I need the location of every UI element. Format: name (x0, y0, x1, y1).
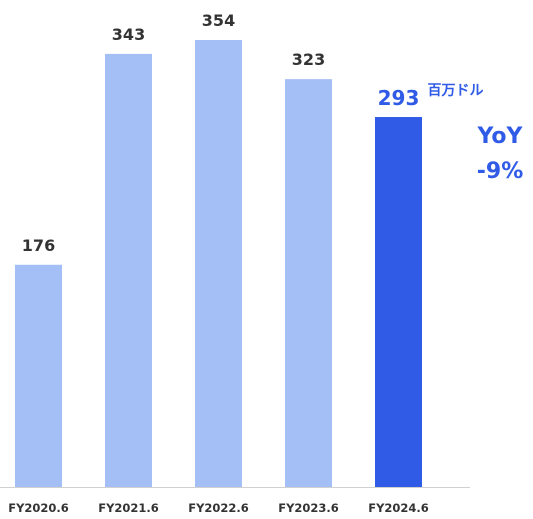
value-label-FY2022.6: 354 (202, 11, 235, 30)
bar-FY2020.6 (15, 264, 62, 487)
bar-FY2021.6 (105, 53, 152, 487)
yoy-label: YoY (477, 124, 524, 149)
value-label-FY2023.6: 323 (292, 50, 325, 69)
category-label-FY2024.6: FY2024.6 (368, 501, 429, 515)
value-label-FY2021.6: 343 (112, 25, 145, 44)
category-label-FY2021.6: FY2021.6 (98, 501, 159, 515)
category-label-FY2022.6: FY2022.6 (188, 501, 249, 515)
unit-label: 百万ドル (428, 83, 484, 99)
bars-group (15, 40, 422, 487)
bar-FY2023.6 (285, 79, 332, 487)
bar-FY2022.6 (195, 40, 242, 487)
category-label-FY2023.6: FY2023.6 (278, 501, 339, 515)
bar-FY2024.6 (375, 117, 422, 487)
value-label-FY2024.6: 293 (378, 86, 420, 110)
value-labels-group: 176 343 354 323 293 (22, 11, 420, 255)
category-labels-group: FY2020.6 FY2021.6 FY2022.6 FY2023.6 FY2024.6 (8, 501, 429, 515)
category-label-FY2020.6: FY2020.6 (8, 501, 69, 515)
yoy-value: -9% (477, 159, 523, 184)
value-label-FY2020.6: 176 (22, 236, 55, 255)
